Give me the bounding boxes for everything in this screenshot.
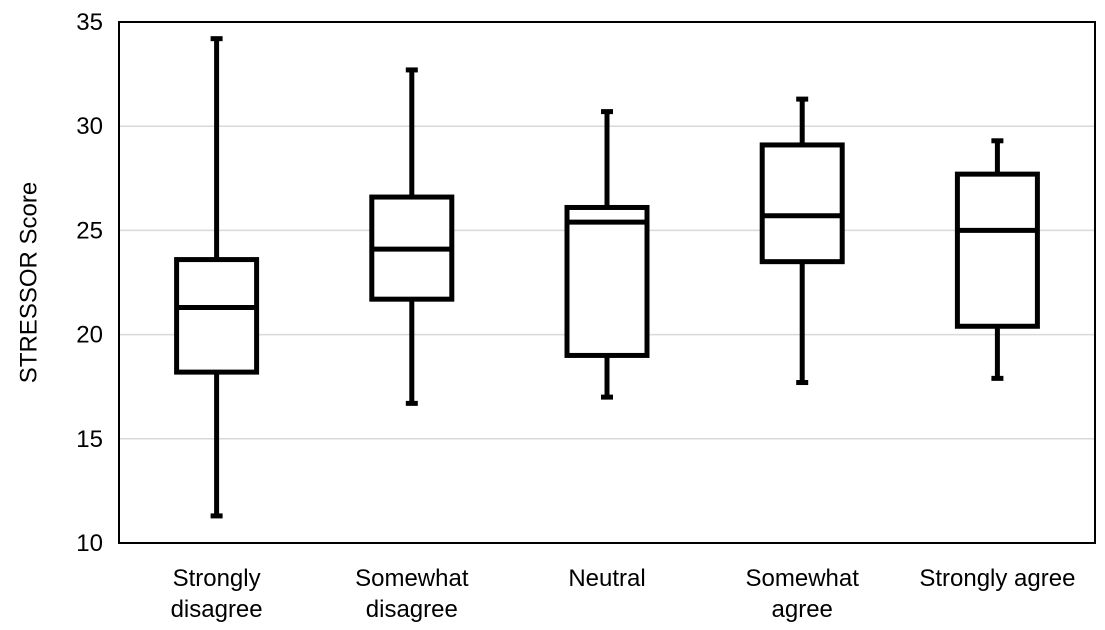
y-tick-label: 30 <box>76 113 103 140</box>
box-3 <box>564 109 650 400</box>
category-label-line: Strongly agree <box>919 565 1075 592</box>
category-label-line: Somewhat <box>746 565 860 592</box>
interquartile-box <box>564 204 650 358</box>
x-category-label: Somewhat agree <box>746 565 860 623</box>
plot-area-frame <box>118 21 1096 544</box>
y-tick-label: 35 <box>76 9 103 36</box>
box-4 <box>759 96 845 386</box>
box-2 <box>369 67 455 406</box>
box-5 <box>954 138 1040 381</box>
y-tick-label: 25 <box>76 217 103 244</box>
y-tick-label: 15 <box>76 426 103 453</box>
category-label-line: disagree <box>171 596 263 623</box>
category-label-line: Somewhat <box>355 565 469 592</box>
category-label-line: agree <box>772 596 833 623</box>
interquartile-box <box>759 142 845 265</box>
category-label-line: Neutral <box>568 565 645 592</box>
interquartile-box <box>174 257 260 375</box>
y-axis-tick-labels: 10 15 20 25 30 35 <box>76 9 103 557</box>
x-category-label: Strongly disagree <box>171 565 263 623</box>
interquartile-box <box>954 171 1040 329</box>
y-tick-label: 20 <box>76 322 103 349</box>
x-axis-category-labels: Strongly disagree Somewhat disagree Neutral S… <box>171 565 1076 623</box>
x-category-label: Somewhat disagree <box>355 565 469 623</box>
x-category-label: Neutral <box>568 565 645 592</box>
y-tick-label: 10 <box>76 530 103 557</box>
box-1 <box>174 36 260 519</box>
y-axis-title: STRESSOR Score <box>15 182 42 383</box>
x-category-label: Strongly agree <box>919 565 1075 592</box>
boxes <box>174 36 1040 519</box>
category-label-line: Strongly <box>173 565 261 592</box>
category-label-line: disagree <box>366 596 458 623</box>
